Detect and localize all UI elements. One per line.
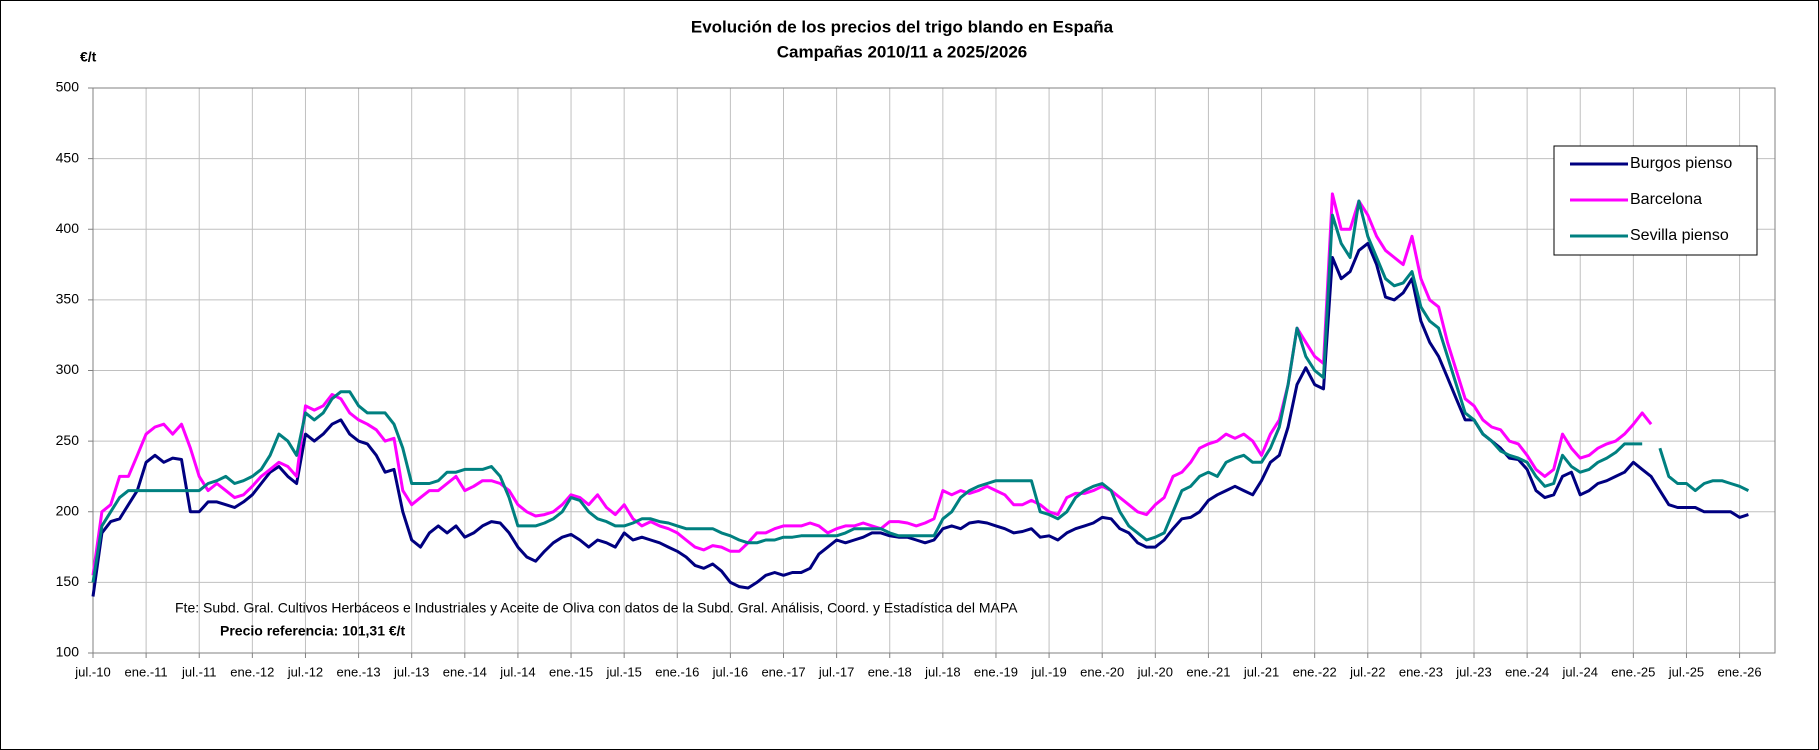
y-tick-label: 100: [56, 644, 80, 660]
series-line: [91, 199, 1750, 583]
x-tick-label: jul.-14: [499, 664, 535, 679]
legend-label: Sevilla pienso: [1630, 227, 1729, 244]
x-tick-label: ene.-15: [549, 664, 593, 679]
x-tick-label: jul.-20: [1137, 664, 1173, 679]
x-tick-label: ene.-14: [443, 664, 487, 679]
y-tick-label: 400: [56, 220, 80, 236]
x-tick-label: ene.-12: [230, 664, 274, 679]
source-note: Fte: Subd. Gral. Cultivos Herbáceos e In…: [175, 600, 1018, 616]
x-tick-label: jul.-22: [1349, 664, 1385, 679]
chart-title: Evolución de los precios del trigo bland…: [691, 17, 1114, 36]
x-tick-label: jul.-10: [74, 664, 110, 679]
y-tick-label: 450: [56, 149, 80, 165]
x-tick-label: jul.-18: [924, 664, 960, 679]
x-tick-label: ene.-22: [1293, 664, 1337, 679]
x-tick-label: jul.-23: [1455, 664, 1491, 679]
series-line: [91, 192, 1653, 576]
y-tick-label: 350: [56, 291, 80, 307]
y-tick-label: 200: [56, 502, 80, 518]
reference-price: Precio referencia: 101,31 €/t: [220, 623, 406, 639]
x-tick-label: ene.-25: [1611, 664, 1655, 679]
x-tick-label: jul.-24: [1562, 664, 1598, 679]
y-axis-label: €/t: [80, 49, 97, 65]
lines: [91, 192, 1750, 597]
x-tick-label: ene.-20: [1080, 664, 1124, 679]
x-tick-label: jul.-13: [393, 664, 429, 679]
x-tick-label: ene.-19: [974, 664, 1018, 679]
legend: Burgos pienso Barcelona Sevilla pienso: [1553, 145, 1758, 256]
x-tick-label: ene.-26: [1718, 664, 1762, 679]
x-tick-label: ene.-23: [1399, 664, 1443, 679]
legend-label: Burgos pienso: [1630, 155, 1732, 172]
x-tick-label: jul.-16: [712, 664, 748, 679]
chart-subtitle: Campañas 2010/11 a 2025/2026: [777, 42, 1027, 61]
x-tick-label: ene.-17: [761, 664, 805, 679]
x-tick-label: jul.-12: [287, 664, 323, 679]
x-tick-label: jul.-11: [181, 664, 216, 679]
y-tick-label: 500: [56, 79, 80, 95]
x-tick-label: jul.-21: [1243, 664, 1279, 679]
plot-area: [92, 87, 1776, 654]
x-tick-label: jul.-17: [818, 664, 854, 679]
x-tick-label: jul.-19: [1030, 664, 1066, 679]
y-tick-label: 250: [56, 432, 80, 448]
x-tick-label: ene.-13: [337, 664, 381, 679]
legend-label: Barcelona: [1630, 191, 1702, 208]
x-tick-label: ene.-18: [868, 664, 912, 679]
y-tick-label: 300: [56, 361, 80, 377]
x-tick-label: jul.-25: [1668, 664, 1704, 679]
y-tick-label: 150: [56, 573, 80, 589]
x-tick-label: ene.-24: [1505, 664, 1549, 679]
x-tick-label: ene.-16: [655, 664, 699, 679]
x-tick-label: ene.-21: [1186, 664, 1230, 679]
x-tick-label: ene.-11: [125, 664, 168, 679]
x-tick-label: jul.-15: [605, 664, 641, 679]
